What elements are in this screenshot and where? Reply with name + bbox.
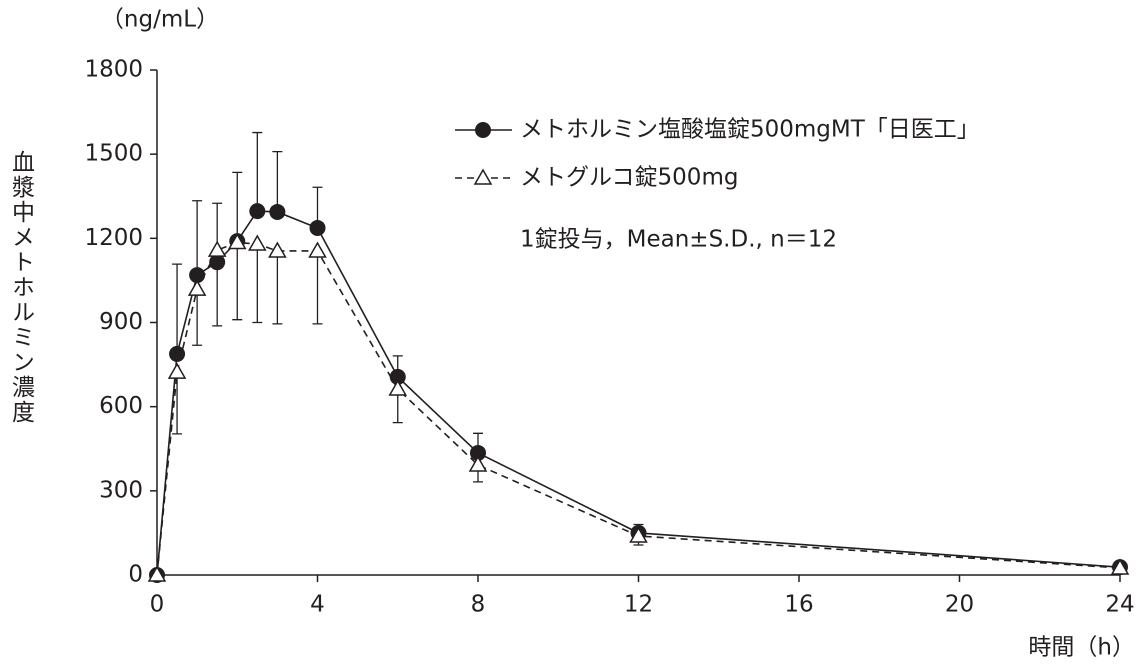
error-bar (192, 289, 203, 346)
data-point (207, 240, 227, 257)
error-bar (252, 243, 263, 324)
y-tick-label: 1200 (84, 225, 143, 251)
error-bar (232, 242, 243, 321)
data-point (147, 565, 167, 582)
data-point (629, 526, 648, 543)
error-bar (172, 263, 183, 354)
data-point (468, 455, 488, 472)
series-line (156, 210, 1121, 576)
data-point (308, 241, 327, 258)
x-tick-label: 24 (1105, 592, 1134, 618)
legend-label: メトグルコ錠500mg (520, 165, 738, 191)
x-axis-label: 時間（h） (1028, 635, 1135, 661)
data-point (470, 444, 486, 461)
data-point (269, 203, 286, 220)
error-bar (272, 250, 283, 325)
x-tick-label: 20 (945, 592, 974, 618)
y-unit: （ng/mL） (101, 7, 219, 33)
data-point (169, 345, 186, 362)
data-point (209, 254, 226, 271)
legend-marker (475, 122, 491, 138)
y-tick-label: 1500 (84, 141, 143, 167)
error-bar (192, 200, 203, 276)
y-tick-label: 600 (99, 393, 143, 419)
y-tick-label: 300 (99, 477, 143, 503)
data-point (249, 203, 266, 220)
legend-label: メトホルミン塩酸塩錠500mgMT「日医工」 (520, 117, 980, 143)
data-point (388, 379, 408, 396)
data-point (1110, 558, 1130, 575)
legend-marker (473, 168, 493, 185)
x-tick-label: 16 (784, 592, 813, 618)
x-tick-label: 8 (471, 592, 486, 618)
error-bar (172, 372, 183, 435)
annotation: 1錠投与，Mean±S.D., n＝12 (520, 227, 837, 253)
x-tick-label: 4 (310, 592, 325, 618)
error-bar (312, 250, 323, 325)
data-point (389, 368, 406, 385)
y-tick-label: 1800 (84, 57, 143, 83)
x-tick-label: 12 (624, 592, 653, 618)
data-point (309, 219, 326, 236)
data-point (227, 233, 247, 250)
error-bar (272, 150, 283, 212)
x-tick-label: 0 (150, 592, 165, 618)
error-bar (232, 171, 243, 242)
data-point (248, 234, 267, 251)
series-line (156, 241, 1121, 576)
data-point (189, 267, 206, 284)
error-bar (252, 131, 263, 212)
data-point (167, 362, 187, 379)
y-tick-label: 0 (128, 562, 143, 588)
data-point (187, 279, 207, 296)
data-point (268, 241, 287, 258)
y-axis-label: 血漿中メトホルミン濃度 (8, 150, 36, 425)
y-tick-label: 900 (99, 309, 143, 335)
